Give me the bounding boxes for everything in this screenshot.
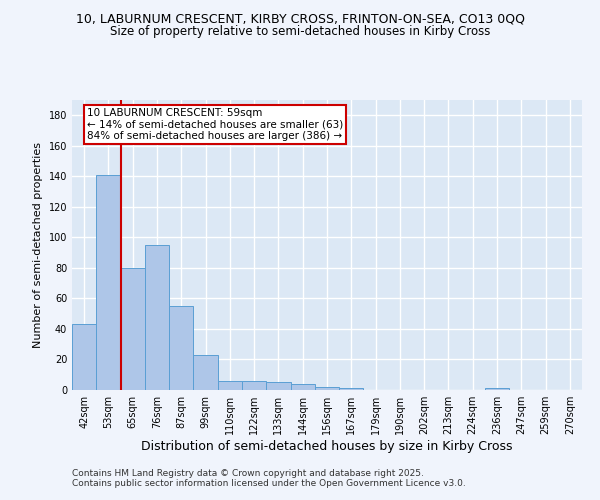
Bar	[96, 175, 121, 390]
Bar	[121, 268, 145, 390]
Bar	[315, 387, 339, 390]
Text: Contains HM Land Registry data © Crown copyright and database right 2025.: Contains HM Land Registry data © Crown c…	[72, 468, 424, 477]
Bar	[145, 245, 169, 390]
Bar	[72, 324, 96, 390]
Bar	[290, 384, 315, 390]
Bar	[169, 306, 193, 390]
Text: 10 LABURNUM CRESCENT: 59sqm
← 14% of semi-detached houses are smaller (63)
84% o: 10 LABURNUM CRESCENT: 59sqm ← 14% of sem…	[87, 108, 343, 141]
Bar	[339, 388, 364, 390]
X-axis label: Distribution of semi-detached houses by size in Kirby Cross: Distribution of semi-detached houses by …	[141, 440, 513, 453]
Bar	[242, 381, 266, 390]
Bar	[193, 355, 218, 390]
Bar	[266, 382, 290, 390]
Bar	[485, 388, 509, 390]
Text: 10, LABURNUM CRESCENT, KIRBY CROSS, FRINTON-ON-SEA, CO13 0QQ: 10, LABURNUM CRESCENT, KIRBY CROSS, FRIN…	[76, 12, 524, 26]
Text: Contains public sector information licensed under the Open Government Licence v3: Contains public sector information licen…	[72, 478, 466, 488]
Text: Size of property relative to semi-detached houses in Kirby Cross: Size of property relative to semi-detach…	[110, 25, 490, 38]
Y-axis label: Number of semi-detached properties: Number of semi-detached properties	[33, 142, 43, 348]
Bar	[218, 381, 242, 390]
